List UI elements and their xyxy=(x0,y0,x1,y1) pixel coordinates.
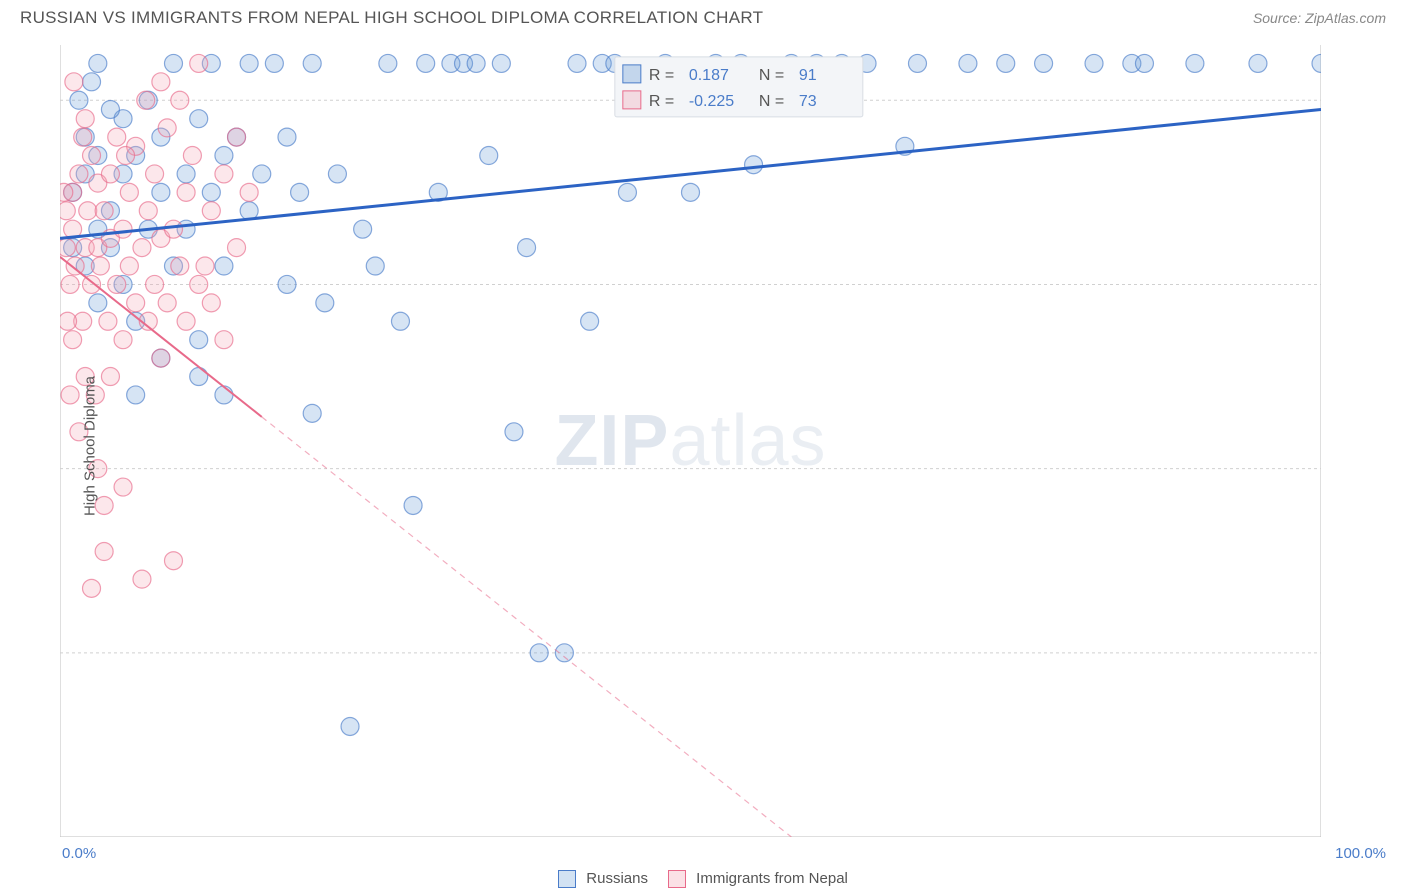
legend-swatch-pink xyxy=(668,870,686,888)
legend-label-nepal: Immigrants from Nepal xyxy=(696,870,848,887)
svg-text:R =: R = xyxy=(649,67,674,84)
chart-source: Source: ZipAtlas.com xyxy=(1253,10,1386,26)
bottom-legend: Russians Immigrants from Nepal xyxy=(0,870,1406,888)
svg-text:R =: R = xyxy=(649,93,674,110)
x-axis-origin-label: 0.0% xyxy=(62,845,96,862)
svg-text:73: 73 xyxy=(799,93,817,110)
legend-label-russians: Russians xyxy=(586,870,648,887)
scatter-chart-svg: 70.0%80.0%90.0%100.0%R =0.187N =91R =-0.… xyxy=(60,45,1321,837)
svg-text:0.187: 0.187 xyxy=(689,67,729,84)
legend-swatch-blue xyxy=(558,870,576,888)
svg-text:91: 91 xyxy=(799,67,817,84)
chart-title: RUSSIAN VS IMMIGRANTS FROM NEPAL HIGH SC… xyxy=(20,8,763,28)
legend-item-russians: Russians xyxy=(558,870,648,888)
chart-plot-area: 70.0%80.0%90.0%100.0%R =0.187N =91R =-0.… xyxy=(60,45,1321,837)
svg-text:-0.225: -0.225 xyxy=(689,93,734,110)
svg-text:N =: N = xyxy=(759,67,784,84)
svg-text:N =: N = xyxy=(759,93,784,110)
y-axis-title: High School Diploma xyxy=(82,376,99,516)
legend-item-nepal: Immigrants from Nepal xyxy=(668,870,848,888)
x-axis-end-label: 100.0% xyxy=(1335,845,1386,862)
